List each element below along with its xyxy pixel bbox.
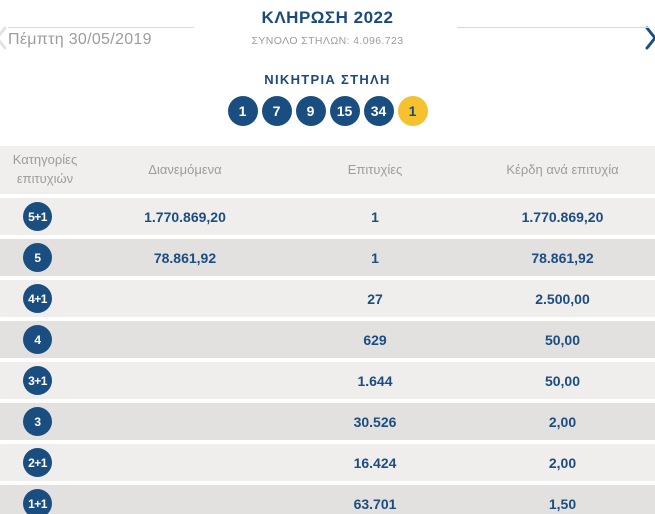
prize-cell: 1,50 [548,495,577,512]
page-title: ΚΛΗΡΩΣΗ 2022 [261,8,394,27]
winning-numbers: 1 7 9 15 34 1 [0,96,655,126]
previous-draw-button[interactable] [0,26,7,55]
col-header-wins: Επιτυχίες [347,161,403,177]
results-table: Κατηγορίες επιτυχιών Διανεμόμενα Επιτυχί… [0,146,655,514]
table-row: 5 78.861,92 1 78.861,92 [0,239,655,276]
wins-cell: 16.424 [353,454,397,471]
col-header-distributed: Διανεμόμενα [148,161,222,177]
category-cell: 1+1 [0,489,90,514]
category-badge: 4 [23,325,52,354]
wins-cell: 63.701 [353,495,397,512]
table-row: 1+1 63.701 1,50 [0,485,655,514]
total-columns: ΣΥΝΟΛΟ ΣΤΗΛΩΝ: 4.096.723 [251,35,404,47]
table-header-row: Κατηγορίες επιτυχιών Διανεμόμενα Επιτυχί… [0,146,655,194]
winning-number-ball: 34 [363,96,394,126]
wins-cell: 30.526 [353,413,397,430]
table-row: 5+1 1.770.869,20 1 1.770.869,20 [0,198,655,235]
category-cell: 3+1 [0,366,90,395]
header-divider-left [8,27,194,28]
table-body: 5+1 1.770.869,20 1 1.770.869,20 5 78.861… [0,198,655,514]
category-badge: 1+1 [23,489,52,514]
table-row: 2+1 16.424 2,00 [0,444,655,481]
next-draw-button[interactable] [645,26,655,55]
category-cell: 5+1 [0,202,90,231]
category-badge: 2+1 [23,448,52,477]
category-badge: 4+1 [23,284,52,313]
category-badge: 5+1 [23,202,52,231]
table-row: 3+1 1.644 50,00 [0,362,655,399]
draw-header: ΚΛΗΡΩΣΗ 2022 ΣΥΝΟΛΟ ΣΤΗΛΩΝ: 4.096.723 Πέ… [0,0,655,60]
category-cell: 4+1 [0,284,90,313]
wins-cell: 629 [363,331,387,348]
chevron-left-icon [0,26,7,54]
winning-column-title: ΝΙΚΗΤΡΙΑ ΣΤΗΛΗ [264,72,391,87]
wins-cell: 1.644 [357,372,393,389]
category-badge: 5 [23,243,52,272]
distributed-cell: 78.861,92 [153,249,217,266]
wins-cell: 27 [367,290,383,307]
prize-cell: 2.500,00 [535,290,590,307]
winning-number-ball: 9 [295,96,326,126]
distributed-cell: 1.770.869,20 [144,208,226,225]
winning-number-ball: 1 [227,96,258,126]
joker-number-ball: 1 [397,96,428,126]
category-cell: 5 [0,243,90,272]
col-header-prize: Κέρδη ανά επιτυχία [506,161,619,177]
prize-cell: 50,00 [544,331,581,348]
table-row: 4+1 27 2.500,00 [0,280,655,317]
category-cell: 3 [0,407,90,436]
category-badge: 3+1 [23,366,52,395]
header-divider-right [457,27,649,28]
prize-cell: 1.770.869,20 [521,208,604,225]
prize-cell: 2,00 [548,413,577,430]
prize-cell: 50,00 [544,372,581,389]
draw-date: Πέμπτη 30/05/2019 [8,31,152,48]
chevron-right-icon [645,26,655,54]
winning-number-ball: 15 [329,96,360,126]
prize-cell: 78.861,92 [531,249,594,266]
table-row: 4 629 50,00 [0,321,655,358]
table-row: 3 30.526 2,00 [0,403,655,440]
winning-number-ball: 7 [261,96,292,126]
wins-cell: 1 [371,208,379,225]
category-badge: 3 [23,407,52,436]
col-header-categories: Κατηγορίες επιτυχιών [12,152,78,186]
category-cell: 4 [0,325,90,354]
prize-cell: 2,00 [548,454,577,471]
category-cell: 2+1 [0,448,90,477]
wins-cell: 1 [371,249,379,266]
